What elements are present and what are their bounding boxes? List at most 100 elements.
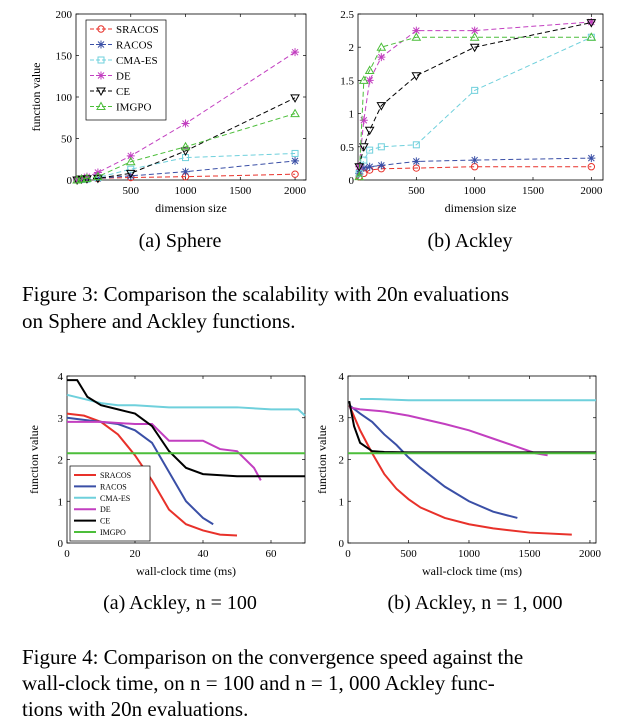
series-line-racos [348,404,518,519]
y-tick-label: 2 [339,455,345,467]
legend: SRACOS RACOS CMA-ES DE CE IMGPO [85,19,167,121]
data-point [470,156,479,165]
data-point [359,116,368,125]
y-tick-label: 150 [56,51,73,63]
data-point [377,161,386,170]
series-de [73,48,300,184]
series-racos [348,404,518,519]
data-point [181,119,190,128]
y-tick-label: 0 [67,175,73,187]
x-tick-label: 2000 [579,548,602,560]
x-axis-title: dimension size [155,201,227,215]
data-point [587,17,596,26]
plot-frame [357,13,604,181]
data-point [411,72,422,81]
data-point [290,94,300,103]
data-point [354,171,365,181]
legend-marker [97,71,105,80]
x-tick-label: 1000 [464,185,487,197]
data-point [412,141,420,149]
legend-marker [97,56,105,64]
series-line-sracos [66,412,238,537]
series-de [67,420,262,481]
legend-label: SRACOS [116,24,159,36]
legend-label: CMA-ES [100,494,130,503]
legend-label: RACOS [100,482,127,491]
data-point [82,172,91,181]
x-tick-label: 0 [64,548,70,560]
y-axis-title: function value [27,425,41,494]
data-point [291,149,299,157]
y-tick-label: 3 [339,413,345,425]
x-tick-label: 0 [345,548,351,560]
legend-label: CE [116,86,130,98]
data-point [376,42,387,51]
data-point [73,176,82,184]
data-point [181,167,190,176]
x-tick-label: 500 [123,185,140,197]
data-point [126,171,135,180]
data-point [291,156,300,165]
legend-box [69,465,151,542]
data-point [469,32,480,41]
x-tick-label: 1000 [458,548,481,560]
data-point [366,146,374,154]
data-point [377,53,386,62]
y-axis-title: function value [29,63,43,132]
series-line-imgpo [77,113,296,181]
series-line-de [67,420,262,481]
data-point [76,174,87,183]
data-point [376,102,387,111]
data-point [364,126,375,136]
data-point [93,174,103,184]
data-point [125,169,136,179]
data-point [470,26,479,35]
x-axis-title: wall-clock time (ms) [136,564,236,578]
data-point [77,174,86,183]
series-racos [66,416,214,526]
series-line-ce [67,379,305,478]
data-point [365,162,374,171]
x-tick-label: 2000 [284,185,307,197]
series-ce [354,19,597,172]
legend-label: DE [116,71,131,83]
y-tick-label: 1 [58,496,64,508]
y-tick-label: 0.5 [340,142,354,154]
legend-box [85,19,167,121]
legend-label: SRACOS [100,471,131,480]
y-tick-label: 4 [339,371,345,383]
x-tick-label: 2000 [580,185,603,197]
series-de [349,406,548,457]
y-tick-label: 4 [58,371,64,383]
subcaption-4b: (b) Ackley, n = 1, 000 [387,592,563,614]
legend: SRACOS RACOS CMA-ES DE CE IMGPO [69,465,151,542]
figure4-caption-line1: Figure 4: Comparison on the convergence … [22,645,524,669]
x-tick-label: 40 [198,548,210,560]
data-point [365,76,374,85]
chart-fig4b: 0 1 2 3 4 0 500 1000 1500 2000 wall-clock time (ms… [318,371,602,578]
data-point [180,147,191,156]
figure4-caption-line3: tions with 20n evaluations. [22,697,249,721]
y-tick-label: 1 [349,109,355,121]
y-tick-label: 2.5 [340,9,354,21]
subcaption-3a: (a) Sphere [138,230,222,252]
figure3-caption-line2: on Sphere and Ackley functions. [22,309,296,333]
x-tick-label: 1500 [229,185,252,197]
y-tick-label: 2 [58,455,64,467]
y-tick-label: 50 [61,134,73,146]
series-imgpo [72,108,300,184]
data-point [360,156,368,164]
legend-label: DE [100,505,111,514]
data-point [180,141,191,151]
series-line-ce [358,22,592,167]
data-point [358,143,369,152]
plot-frame [347,375,597,544]
legend-label: IMGPO [116,102,152,114]
data-point [471,86,479,94]
legend-marker [96,87,106,97]
y-tick-label: 0 [339,538,345,550]
legend-marker [97,25,105,33]
data-point [127,165,135,173]
y-tick-label: 0 [58,538,64,550]
figure3-caption-line1: Figure 3: Comparison the scalability wit… [22,282,510,306]
